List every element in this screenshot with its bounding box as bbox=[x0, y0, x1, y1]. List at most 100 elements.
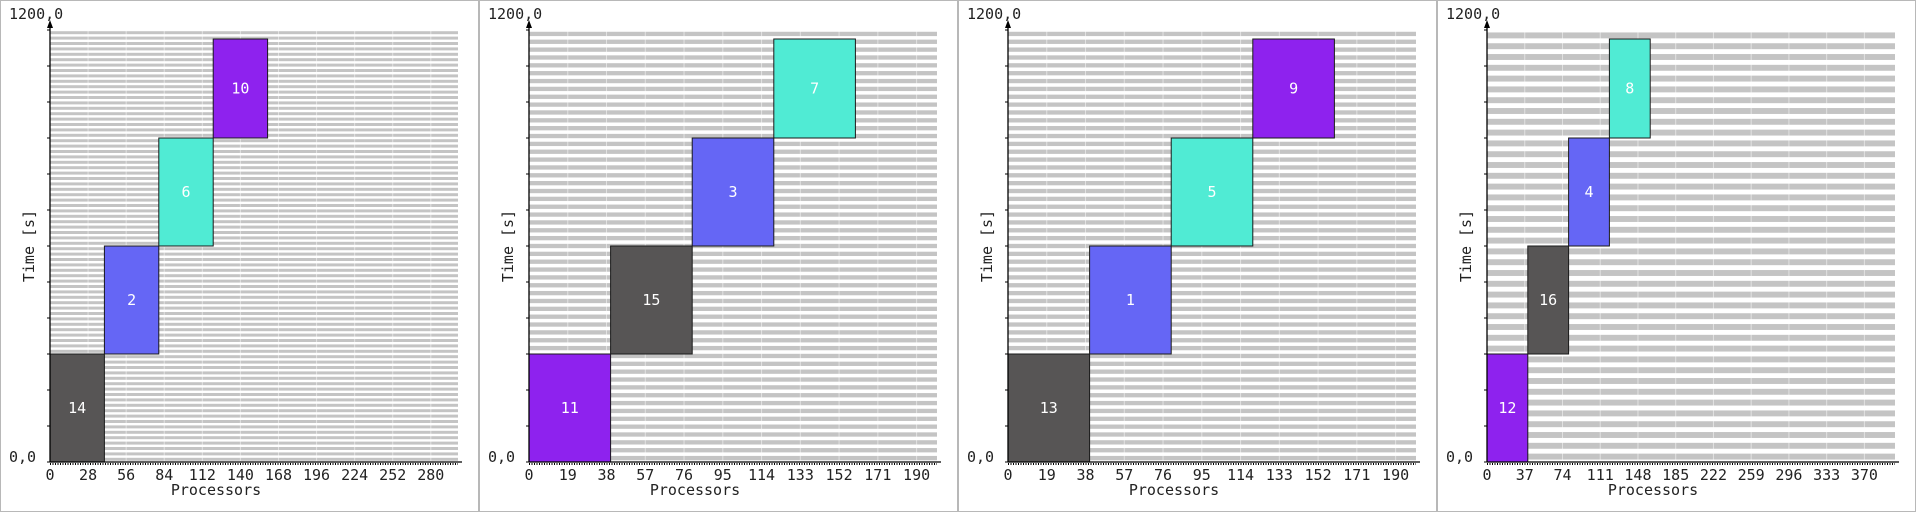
grid-line bbox=[50, 193, 458, 197]
grid-line bbox=[50, 166, 458, 170]
grid-line bbox=[529, 424, 937, 429]
grid-line bbox=[50, 160, 458, 164]
grid-line bbox=[50, 387, 458, 391]
x-tick-label: 84 bbox=[155, 466, 173, 484]
grid-line bbox=[1008, 290, 1416, 296]
grid-line bbox=[1008, 408, 1416, 414]
grid-line bbox=[50, 441, 458, 445]
grid-line bbox=[50, 182, 458, 186]
grid-line bbox=[1487, 334, 1895, 341]
job-label: 9 bbox=[1289, 80, 1298, 98]
grid-line bbox=[50, 366, 458, 369]
grid-line bbox=[529, 283, 937, 288]
grid-line bbox=[1008, 102, 1416, 107]
grid-line bbox=[529, 290, 937, 296]
grid-line bbox=[529, 322, 937, 327]
grid-line bbox=[1487, 432, 1895, 438]
job-label: 3 bbox=[728, 183, 737, 201]
grid-line bbox=[50, 274, 458, 278]
grid-line bbox=[1487, 291, 1895, 298]
grid-line bbox=[1008, 283, 1416, 288]
x-tick-label: 333 bbox=[1813, 466, 1840, 484]
grid-line bbox=[529, 306, 937, 311]
grid-line bbox=[50, 403, 458, 407]
grid-line bbox=[1487, 129, 1895, 136]
x-tick-label: 171 bbox=[864, 466, 891, 484]
grid-line bbox=[50, 301, 458, 305]
grid-line bbox=[529, 39, 937, 44]
job-label: 7 bbox=[810, 80, 819, 98]
grid-line bbox=[1008, 393, 1416, 398]
grid-line bbox=[1487, 259, 1895, 266]
x-tick-label: 280 bbox=[417, 466, 444, 484]
grid-line bbox=[1487, 421, 1895, 428]
grid-line bbox=[529, 86, 937, 92]
grid-line bbox=[1008, 275, 1416, 280]
job-label: 16 bbox=[1539, 291, 1557, 309]
grid-line bbox=[50, 295, 458, 299]
grid-line bbox=[50, 339, 458, 342]
grid-line bbox=[50, 425, 458, 429]
grid-line bbox=[50, 204, 458, 207]
grid-line bbox=[50, 214, 458, 218]
grid-line bbox=[50, 258, 458, 261]
grid-line bbox=[1487, 356, 1895, 363]
grid-line bbox=[1008, 110, 1416, 115]
grid-line bbox=[1487, 97, 1895, 104]
grid-line bbox=[50, 409, 458, 413]
x-axis-title: Processors bbox=[1608, 481, 1698, 499]
grid-line bbox=[50, 209, 458, 213]
y-axis-arrow bbox=[47, 20, 53, 28]
grid-line bbox=[50, 447, 458, 450]
job-label: 15 bbox=[642, 291, 660, 309]
grid-line bbox=[1487, 237, 1895, 244]
grid-line bbox=[1008, 330, 1416, 335]
grid-line bbox=[50, 360, 458, 364]
chart-panel-1: 14 2 6 10 0 28 56 84 112 140 168 196 224 252 280 1200,0… bbox=[0, 0, 479, 512]
grid-line bbox=[1008, 55, 1416, 60]
grid-line bbox=[1008, 314, 1416, 319]
grid-line bbox=[50, 225, 458, 229]
y-origin-label: 0,0 bbox=[967, 448, 994, 466]
grid-line bbox=[1487, 162, 1895, 168]
job-bar bbox=[212, 38, 269, 139]
grid-line bbox=[1487, 378, 1895, 384]
grid-line bbox=[1008, 385, 1416, 390]
grid-line bbox=[50, 430, 458, 434]
x-tick-label: 28 bbox=[79, 466, 97, 484]
grid-line bbox=[529, 338, 937, 343]
grid-line bbox=[529, 455, 937, 461]
y-axis-arrow bbox=[1005, 20, 1011, 28]
grid-line bbox=[529, 353, 937, 359]
x-tick-label: 140 bbox=[227, 466, 254, 484]
grid-line bbox=[1008, 377, 1416, 382]
job-bar bbox=[1252, 38, 1335, 139]
grid-line bbox=[50, 371, 458, 375]
grid-line bbox=[50, 393, 458, 396]
x-axis-title: Processors bbox=[1129, 481, 1219, 499]
grid-line bbox=[529, 330, 937, 335]
grid-line bbox=[50, 171, 458, 175]
x-tick-label: 112 bbox=[189, 466, 216, 484]
grid-line bbox=[1008, 86, 1416, 92]
grid-line bbox=[1008, 78, 1416, 84]
grid-line bbox=[1487, 64, 1895, 71]
y-axis-title: Time [s] bbox=[1457, 210, 1475, 282]
grid-line bbox=[1008, 432, 1416, 437]
x-tick-label: 152 bbox=[1305, 466, 1332, 484]
x-tick-label: 152 bbox=[826, 466, 853, 484]
x-tick-label: 0 bbox=[1003, 466, 1012, 484]
grid-line bbox=[1008, 416, 1416, 421]
job-label: 14 bbox=[68, 399, 86, 417]
grid-line bbox=[1487, 270, 1895, 276]
grid-line bbox=[1487, 345, 1895, 352]
y-origin-label: 0,0 bbox=[9, 448, 36, 466]
x-tick-label: 38 bbox=[1076, 466, 1094, 484]
x-tick-label: 224 bbox=[341, 466, 368, 484]
chart-panel-4: 12 16 4 8 0 37 74 111 148 185 222 259 296 333 370 1200,… bbox=[1437, 0, 1916, 512]
x-tick-label: 57 bbox=[636, 466, 654, 484]
grid-line bbox=[50, 139, 458, 143]
grid-line bbox=[1487, 205, 1895, 212]
grid-line bbox=[1008, 338, 1416, 343]
job-label: 5 bbox=[1207, 183, 1216, 201]
